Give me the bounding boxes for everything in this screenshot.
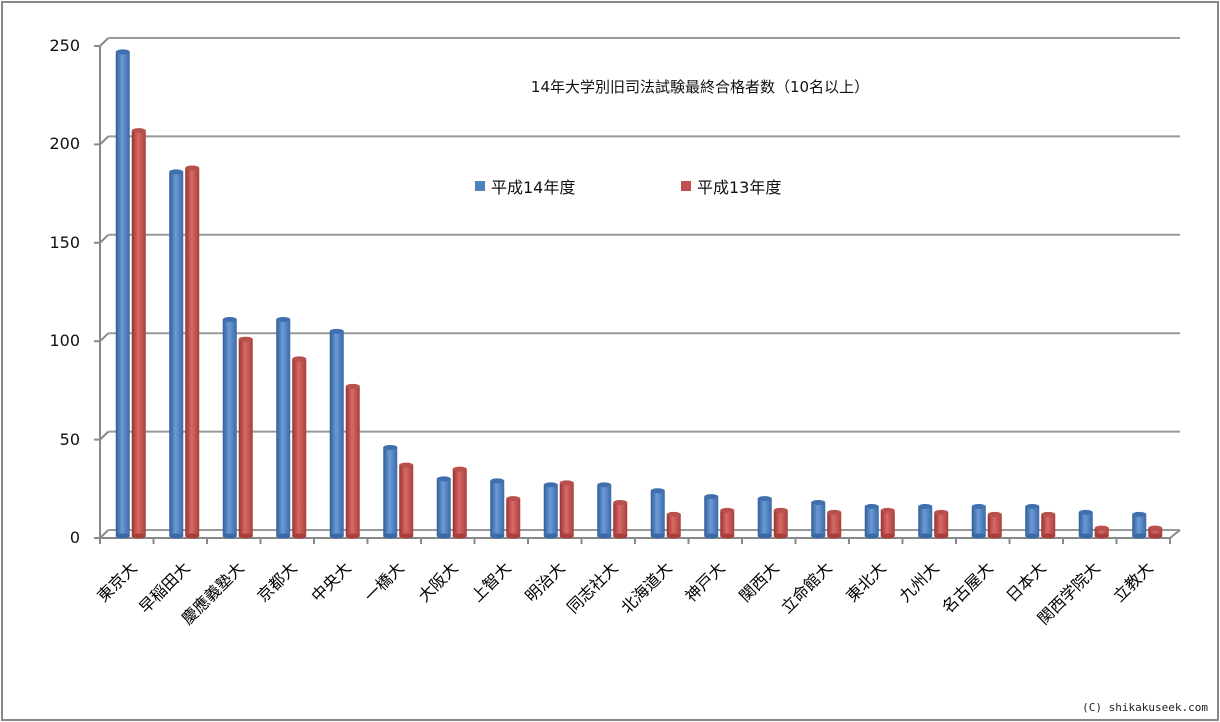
bar — [1041, 511, 1056, 539]
bar — [971, 503, 986, 539]
bar — [613, 500, 628, 539]
bar — [559, 480, 574, 539]
y-tick-label: 150 — [49, 232, 80, 252]
bar — [864, 503, 879, 539]
bar — [918, 503, 933, 539]
bar — [1132, 511, 1147, 539]
bar — [238, 336, 253, 539]
bar — [292, 356, 307, 539]
y-tick-label: 50 — [59, 429, 80, 449]
bar — [506, 496, 521, 539]
bar — [757, 496, 772, 539]
legend-label: 平成14年度 — [491, 178, 576, 197]
bar — [650, 488, 665, 539]
legend-item-series1: 平成14年度 — [475, 174, 575, 198]
bar — [185, 165, 200, 539]
bar — [1148, 525, 1163, 539]
bar — [1094, 525, 1109, 539]
bar — [1078, 509, 1093, 539]
legend-swatch-blue — [475, 181, 485, 191]
chart-title: 14年大学別旧司法試験最終合格者数（10名以上） — [530, 78, 870, 96]
bar — [773, 507, 788, 539]
y-tick-label: 0 — [69, 528, 80, 547]
copyright: (C) shikakuseek.com — [1082, 701, 1208, 714]
bar — [934, 509, 949, 539]
bar — [115, 49, 130, 539]
bar — [345, 383, 360, 539]
bar — [490, 478, 505, 539]
bar — [169, 169, 184, 539]
bar — [704, 494, 719, 539]
bar — [383, 444, 398, 539]
bar — [597, 482, 612, 539]
bar — [827, 509, 842, 539]
legend-item-series2: 平成13年度 — [681, 174, 781, 198]
bar — [543, 482, 558, 539]
bar — [276, 317, 291, 539]
bar — [131, 128, 146, 539]
y-tick-label: 200 — [49, 134, 80, 154]
bar — [666, 511, 681, 539]
bar — [811, 500, 826, 539]
y-tick-label: 100 — [49, 331, 80, 351]
legend-swatch-red — [681, 181, 691, 191]
bar — [987, 511, 1002, 539]
bar — [452, 466, 467, 539]
bar — [329, 328, 344, 539]
bar — [1025, 503, 1040, 539]
y-tick-label: 250 — [49, 36, 80, 55]
bar — [880, 507, 895, 539]
bar — [436, 476, 451, 539]
legend-label: 平成13年度 — [697, 178, 782, 197]
bar — [720, 507, 735, 539]
bar — [399, 462, 414, 539]
bar — [222, 317, 237, 539]
